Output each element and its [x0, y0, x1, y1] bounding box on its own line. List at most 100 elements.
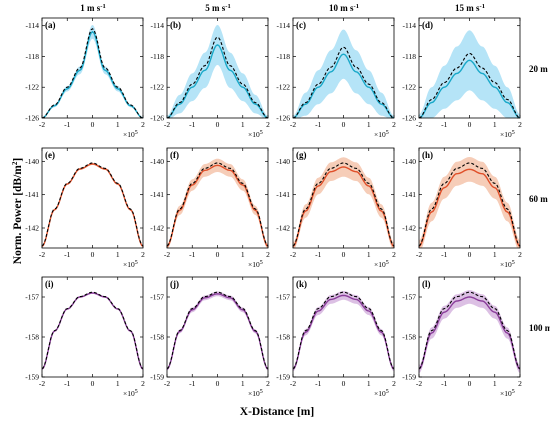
column-title: 5 m s-1	[205, 3, 230, 13]
mean-line	[42, 292, 143, 370]
y-tick-label: -159	[25, 373, 39, 382]
reference-line	[293, 162, 394, 247]
panel-letter: (k)	[296, 279, 307, 289]
x-tick-label: -1	[315, 120, 321, 129]
plot-area	[167, 158, 268, 248]
y-tick-label: -142	[402, 224, 416, 233]
x-tick-label: 2	[392, 120, 396, 129]
panel-letter: (a)	[45, 20, 56, 30]
x-tick-label: 0	[342, 250, 346, 259]
y-tick-label: -114	[26, 21, 40, 30]
x-tick-label: 0	[216, 379, 220, 388]
panel-letter: (j)	[170, 279, 179, 289]
spread-band	[419, 30, 520, 118]
panel: -157 -158 -159-2 -1 0 1 2×105 (l)	[402, 276, 522, 398]
x-tick-label: 0	[91, 120, 95, 129]
plot-area	[419, 30, 520, 118]
mean-line	[42, 30, 143, 118]
plot-area	[293, 29, 394, 118]
mean-line	[293, 53, 394, 118]
y-tick-label: -159	[150, 373, 164, 382]
reference-line	[419, 162, 520, 247]
y-tick-label: -157	[150, 293, 164, 302]
x-tick-label: -2	[164, 120, 170, 129]
y-tick-label: -142	[276, 224, 290, 233]
spread-band	[293, 157, 394, 248]
x-tick-label: -1	[189, 120, 195, 129]
x-tick-label: 1	[367, 379, 371, 388]
plot-area	[42, 162, 143, 247]
x-tick-label: 1	[241, 379, 245, 388]
x-tick-label: 2	[141, 250, 145, 259]
y-tick-label: -118	[151, 52, 165, 61]
y-tick-label: -157	[402, 293, 416, 302]
x-tick-label: 2	[392, 379, 396, 388]
x-tick-label: 2	[518, 120, 522, 129]
x-tick-label: 2	[266, 379, 270, 388]
x-tick-label: 0	[342, 120, 346, 129]
mean-line	[419, 168, 520, 247]
x-multiplier: ×105	[123, 389, 138, 398]
y-tick-label: -141	[276, 190, 290, 199]
y-tick-label: -126	[25, 114, 39, 123]
column-title: 1 m s-1	[80, 3, 105, 13]
x-tick-label: -1	[441, 250, 447, 259]
x-multiplier: ×105	[374, 389, 389, 398]
x-axis-title: X-Distance [m]	[240, 406, 314, 418]
panel: -114 -118 -122 -126-2 -1 0 1 2×105 (d)	[402, 17, 522, 139]
x-tick-label: 0	[468, 250, 472, 259]
y-tick-label: -159	[402, 373, 416, 382]
x-tick-label: 1	[116, 250, 120, 259]
plot-area	[293, 291, 394, 372]
panel-letter: (h)	[422, 150, 433, 160]
x-tick-label: -1	[315, 250, 321, 259]
reference-line	[42, 28, 143, 118]
y-tick-label: -158	[402, 333, 416, 342]
x-multiplier: ×105	[500, 130, 515, 139]
y-tick-label: -141	[402, 190, 416, 199]
panel: -114 -118 -122 -126-2 -1 0 1 2×105 (a)	[25, 17, 145, 139]
panel-letter: (d)	[422, 20, 433, 30]
plot-area	[293, 157, 394, 248]
x-tick-label: -2	[39, 120, 45, 129]
y-tick-label: -141	[25, 190, 39, 199]
panel: -140 -141 -142 -2 -1 0 1 2×105 (g)	[276, 147, 396, 269]
x-tick-label: 2	[266, 250, 270, 259]
spread-band	[419, 290, 520, 373]
y-tick-label: -126	[276, 114, 290, 123]
x-tick-label: 1	[241, 120, 245, 129]
panel-letter: (e)	[45, 150, 55, 160]
row-label: 20 m	[529, 64, 548, 74]
x-multiplier: ×105	[500, 260, 515, 269]
y-tick-label: -118	[26, 52, 40, 61]
mean-line	[293, 166, 394, 247]
mean-line	[293, 294, 394, 370]
panel: -114 -118 -122 -126-2 -1 0 1 2×105 (b)	[150, 17, 270, 139]
reference-line	[419, 52, 520, 118]
plot-area	[42, 24, 143, 118]
y-tick-label: -122	[402, 83, 416, 92]
x-multiplier: ×105	[248, 130, 263, 139]
spread-band	[419, 157, 520, 248]
y-tick-label: -157	[276, 293, 290, 302]
panel: -140 -141 -142 -2 -1 0 1 2×105 (h)	[402, 147, 522, 269]
x-multiplier: ×105	[123, 130, 138, 139]
x-tick-label: 1	[116, 379, 120, 388]
x-tick-label: 1	[116, 120, 120, 129]
panel-letter: (b)	[170, 20, 181, 30]
x-tick-label: -2	[416, 250, 422, 259]
mean-line	[419, 296, 520, 370]
reference-line	[167, 36, 268, 118]
x-tick-label: 0	[216, 250, 220, 259]
y-tick-label: -142	[150, 224, 164, 233]
x-tick-label: -2	[416, 379, 422, 388]
x-tick-label: -1	[64, 379, 70, 388]
y-tick-label: -140	[402, 157, 416, 166]
panel-letter: (i)	[45, 279, 54, 289]
x-tick-label: 2	[518, 250, 522, 259]
column-title: 15 m s-1	[455, 3, 485, 13]
y-tick-label: -141	[150, 190, 164, 199]
panel-letter: (c)	[296, 20, 306, 30]
x-tick-label: 2	[141, 379, 145, 388]
panel-letter: (f)	[170, 150, 179, 160]
